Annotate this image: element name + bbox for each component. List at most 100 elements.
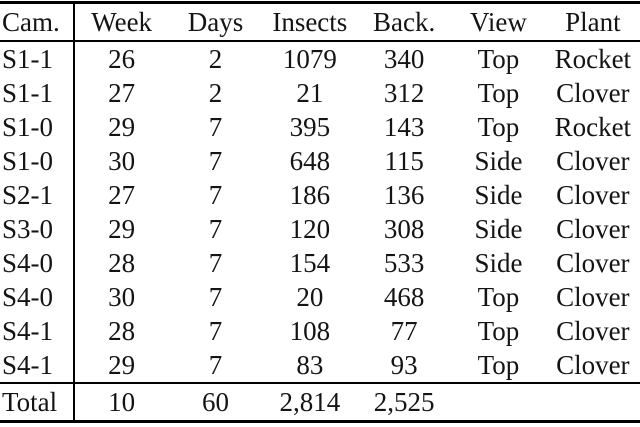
header-cell-insects: Insects <box>262 2 357 42</box>
cell-insects: 186 <box>289 179 331 210</box>
total-label: Total <box>0 382 75 422</box>
cell-back: 77 <box>390 315 418 346</box>
cell-week: 29 <box>108 111 136 142</box>
table-row: S4-0 28 7 154 533 Side Clover <box>0 246 640 280</box>
table-row: S1-0 30 7 648 115 Side Clover <box>0 144 640 178</box>
cell-back: 93 <box>390 349 418 380</box>
cell-view: Top <box>477 111 520 142</box>
cell-plant: Clover <box>556 247 630 278</box>
table-row: S4-1 28 7 108 77 Top Clover <box>0 314 640 348</box>
header-row: Cam. Week Days Insects Back. View Plant <box>0 2 640 42</box>
cell-days: 7 <box>208 111 223 142</box>
cell-week: 30 <box>108 145 136 176</box>
cell-back: 115 <box>384 145 424 176</box>
cell-cam: S4-0 <box>0 280 75 314</box>
total-cell-insects: 2,814 <box>262 382 357 422</box>
cell-days: 2 <box>208 77 223 108</box>
cell-cam: S4-0 <box>0 246 75 280</box>
cell-view: Side <box>474 145 523 176</box>
cell-plant: Clover <box>556 77 630 108</box>
cell-week: 30 <box>108 281 136 312</box>
cell-days: 7 <box>208 213 223 244</box>
cell-insects: 20 <box>296 281 324 312</box>
cell-plant: Clover <box>556 281 630 312</box>
cell-days: 7 <box>208 179 223 210</box>
cell-plant: Rocket <box>554 43 632 74</box>
cell-plant: Clover <box>556 179 630 210</box>
cell-insects: 154 <box>289 247 331 278</box>
header-cell-back: Back. <box>356 2 452 42</box>
cell-insects: 108 <box>289 315 331 346</box>
cell-cam: S1-1 <box>0 76 75 110</box>
cell-cam: S1-0 <box>0 144 75 178</box>
cell-week: 26 <box>108 43 136 74</box>
cell-cam: S4-1 <box>0 348 75 383</box>
cell-week: 29 <box>108 349 136 380</box>
table-row: S1-1 27 2 21 312 Top Clover <box>0 76 640 110</box>
cell-back: 143 <box>383 111 425 142</box>
cell-back: 308 <box>383 213 425 244</box>
table-footer: Total 10 60 2,814 2,525 <box>0 382 640 422</box>
cell-insects: 1079 <box>282 43 337 74</box>
cell-view: Top <box>477 77 520 108</box>
table-row: S3-0 29 7 120 308 Side Clover <box>0 212 640 246</box>
cell-plant: Clover <box>556 213 630 244</box>
cell-back: 340 <box>383 43 425 74</box>
cell-view: Top <box>477 43 520 74</box>
cell-back: 468 <box>383 281 425 312</box>
table-row: S1-0 29 7 395 143 Top Rocket <box>0 110 640 144</box>
header-cell-view: View <box>451 2 546 42</box>
cell-plant: Rocket <box>554 111 632 142</box>
cell-view: Side <box>474 247 523 278</box>
cell-view: Side <box>474 213 523 244</box>
cell-back: 312 <box>383 77 425 108</box>
cell-days: 7 <box>208 145 223 176</box>
cell-view: Top <box>477 315 520 346</box>
cell-plant: Clover <box>556 349 630 380</box>
cell-view: Top <box>477 281 520 312</box>
total-cell-week: 10 <box>74 382 169 422</box>
cell-week: 29 <box>108 213 136 244</box>
table-row: S4-1 29 7 83 93 Top Clover <box>0 348 640 383</box>
cell-back: 136 <box>383 179 425 210</box>
header-cell-days: Days <box>168 2 263 42</box>
cell-cam: S4-1 <box>0 314 75 348</box>
cell-insects: 83 <box>296 349 324 380</box>
cell-insects: 395 <box>289 111 331 142</box>
cell-cam: S2-1 <box>0 178 75 212</box>
cell-days: 2 <box>208 43 223 74</box>
cell-days: 7 <box>208 349 223 380</box>
cell-insects: 648 <box>289 145 331 176</box>
cell-cam: S1-0 <box>0 110 75 144</box>
cell-days: 7 <box>208 315 223 346</box>
cell-insects: 120 <box>289 213 331 244</box>
total-cell-view <box>451 382 546 422</box>
header-cell-cam: Cam. <box>0 2 75 42</box>
total-row: Total 10 60 2,814 2,525 <box>0 382 640 422</box>
cell-view: Top <box>477 349 520 380</box>
cell-insects: 21 <box>296 77 324 108</box>
cell-plant: Clover <box>556 315 630 346</box>
table-row: S1-1 26 2 1079 340 Top Rocket <box>0 41 640 76</box>
total-cell-back: 2,525 <box>356 382 452 422</box>
table-body: S1-1 26 2 1079 340 Top Rocket S1-1 27 2 21 312 Top Cl… <box>0 41 640 383</box>
table-row: S2-1 27 7 186 136 Side Clover <box>0 178 640 212</box>
cell-plant: Clover <box>556 145 630 176</box>
cell-cam: S1-1 <box>0 41 75 76</box>
header-cell-plant: Plant <box>545 2 640 42</box>
cell-week: 27 <box>108 179 136 210</box>
cell-view: Side <box>474 179 523 210</box>
cell-week: 27 <box>108 77 136 108</box>
cell-cam: S3-0 <box>0 212 75 246</box>
table-header: Cam. Week Days Insects Back. View Plant <box>0 2 640 42</box>
table-row: S4-0 30 7 20 468 Top Clover <box>0 280 640 314</box>
cell-week: 28 <box>108 247 136 278</box>
cell-back: 533 <box>383 247 425 278</box>
cell-days: 7 <box>208 281 223 312</box>
cell-week: 28 <box>108 315 136 346</box>
total-cell-days: 60 <box>168 382 263 422</box>
header-cell-week: Week <box>74 2 169 42</box>
total-cell-plant <box>545 382 640 422</box>
cell-days: 7 <box>208 247 223 278</box>
